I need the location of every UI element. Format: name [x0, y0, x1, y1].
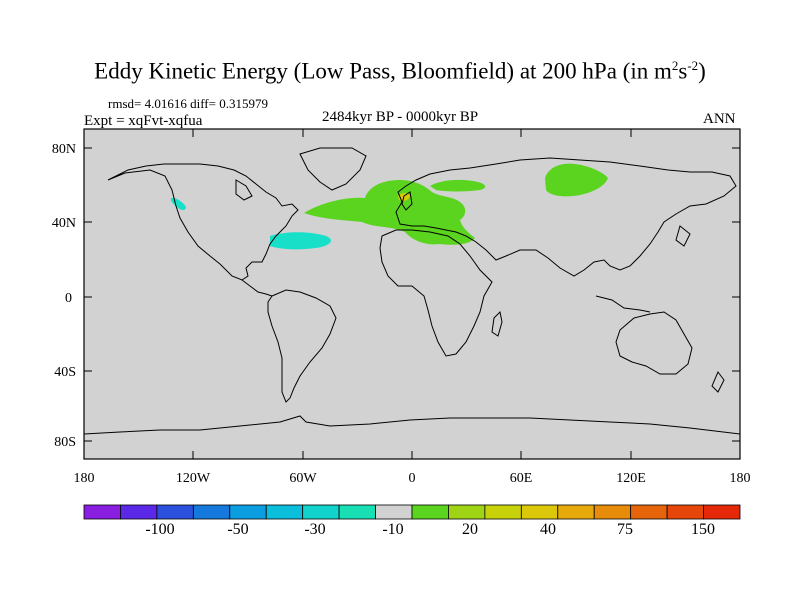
coast-madagascar [491, 310, 503, 337]
colorbar-label-minus100: -100 [145, 521, 174, 538]
lat-axis: 80N 40N 0 40S 80S [52, 142, 740, 450]
coastlines [84, 147, 740, 435]
colorbar-box-12 [520, 504, 559, 520]
colorbar-box-16 [666, 504, 704, 520]
colorbar-box-0 [83, 504, 121, 520]
coast-uk [401, 191, 413, 211]
colorbar-box-7 [338, 504, 376, 520]
anomaly-siberia [545, 163, 608, 197]
period-label: 2484kyr BP - 0000kyr BP [322, 109, 479, 125]
colorbar [83, 504, 741, 520]
anomaly-north-atlantic-europe [304, 180, 475, 245]
coast-hudson-bay [235, 179, 253, 201]
colorbar-label-minus10: -10 [382, 521, 403, 538]
lat-label-0: 0 [65, 291, 72, 306]
plot-title: Eddy Kinetic Energy (Low Pass, Bloomfiel… [94, 58, 706, 84]
lon-label-0: 0 [409, 471, 416, 486]
coast-south-america [267, 289, 337, 403]
experiment-label: Expt = xqFvt-xqfua [84, 113, 203, 129]
lon-axis: 180 120W 60W 0 60E 120E 180 [74, 129, 751, 486]
colorbar-label-20: 20 [462, 521, 478, 538]
colorbar-box-2 [156, 504, 194, 520]
colorbar-box-6 [302, 504, 340, 520]
colorbar-box-15 [630, 504, 668, 520]
coast-greenland [299, 147, 367, 191]
lon-label-60w: 60W [289, 471, 317, 486]
coast-north-america [107, 163, 299, 281]
colorbar-box-10 [448, 504, 486, 520]
lat-label-40s: 40S [54, 365, 76, 380]
colorbar-label-minus50: -50 [227, 521, 248, 538]
stats-label: rmsd= 4.01616 diff= 0.315979 [108, 96, 268, 111]
colorbar-box-3 [192, 504, 231, 520]
colorbar-label-minus30: -30 [304, 521, 325, 538]
lat-label-40n: 40N [52, 216, 76, 231]
colorbar-box-8 [375, 504, 413, 520]
season-label: ANN [703, 111, 736, 127]
coast-indonesia [595, 295, 651, 313]
colorbar-box-17 [703, 504, 741, 520]
lat-label-80s: 80S [54, 435, 76, 450]
lon-label-60e: 60E [510, 471, 533, 486]
colorbar-box-4 [229, 504, 267, 520]
lon-label-180w: 180 [74, 471, 95, 486]
coast-africa [379, 229, 493, 357]
colorbar-label-75: 75 [617, 521, 633, 538]
anomaly-regions [170, 163, 608, 250]
colorbar-box-9 [411, 504, 449, 520]
colorbar-labels: -100 -50 -30 -10 20 40 75 150 [145, 521, 715, 538]
colorbar-box-5 [265, 504, 304, 520]
coast-japan [675, 225, 691, 247]
lon-label-180e: 180 [730, 471, 751, 486]
colorbar-label-150: 150 [691, 521, 715, 538]
anomaly-west-atlantic [270, 232, 331, 250]
lon-label-120w: 120W [176, 471, 211, 486]
colorbar-box-1 [120, 504, 158, 520]
map-background [84, 129, 740, 459]
coast-central-america [241, 279, 273, 297]
colorbar-box-13 [557, 504, 595, 520]
colorbar-box-14 [593, 504, 632, 520]
anomaly-scandinavia [430, 179, 486, 192]
lon-label-120e: 120E [616, 471, 646, 486]
coast-australia [615, 311, 693, 375]
colorbar-box-11 [484, 504, 522, 520]
lat-label-80n: 80N [52, 142, 76, 157]
colorbar-label-40: 40 [540, 521, 556, 538]
coast-antarctica [84, 415, 740, 435]
coast-eurasia [395, 157, 737, 277]
coast-new-zealand [711, 371, 725, 393]
